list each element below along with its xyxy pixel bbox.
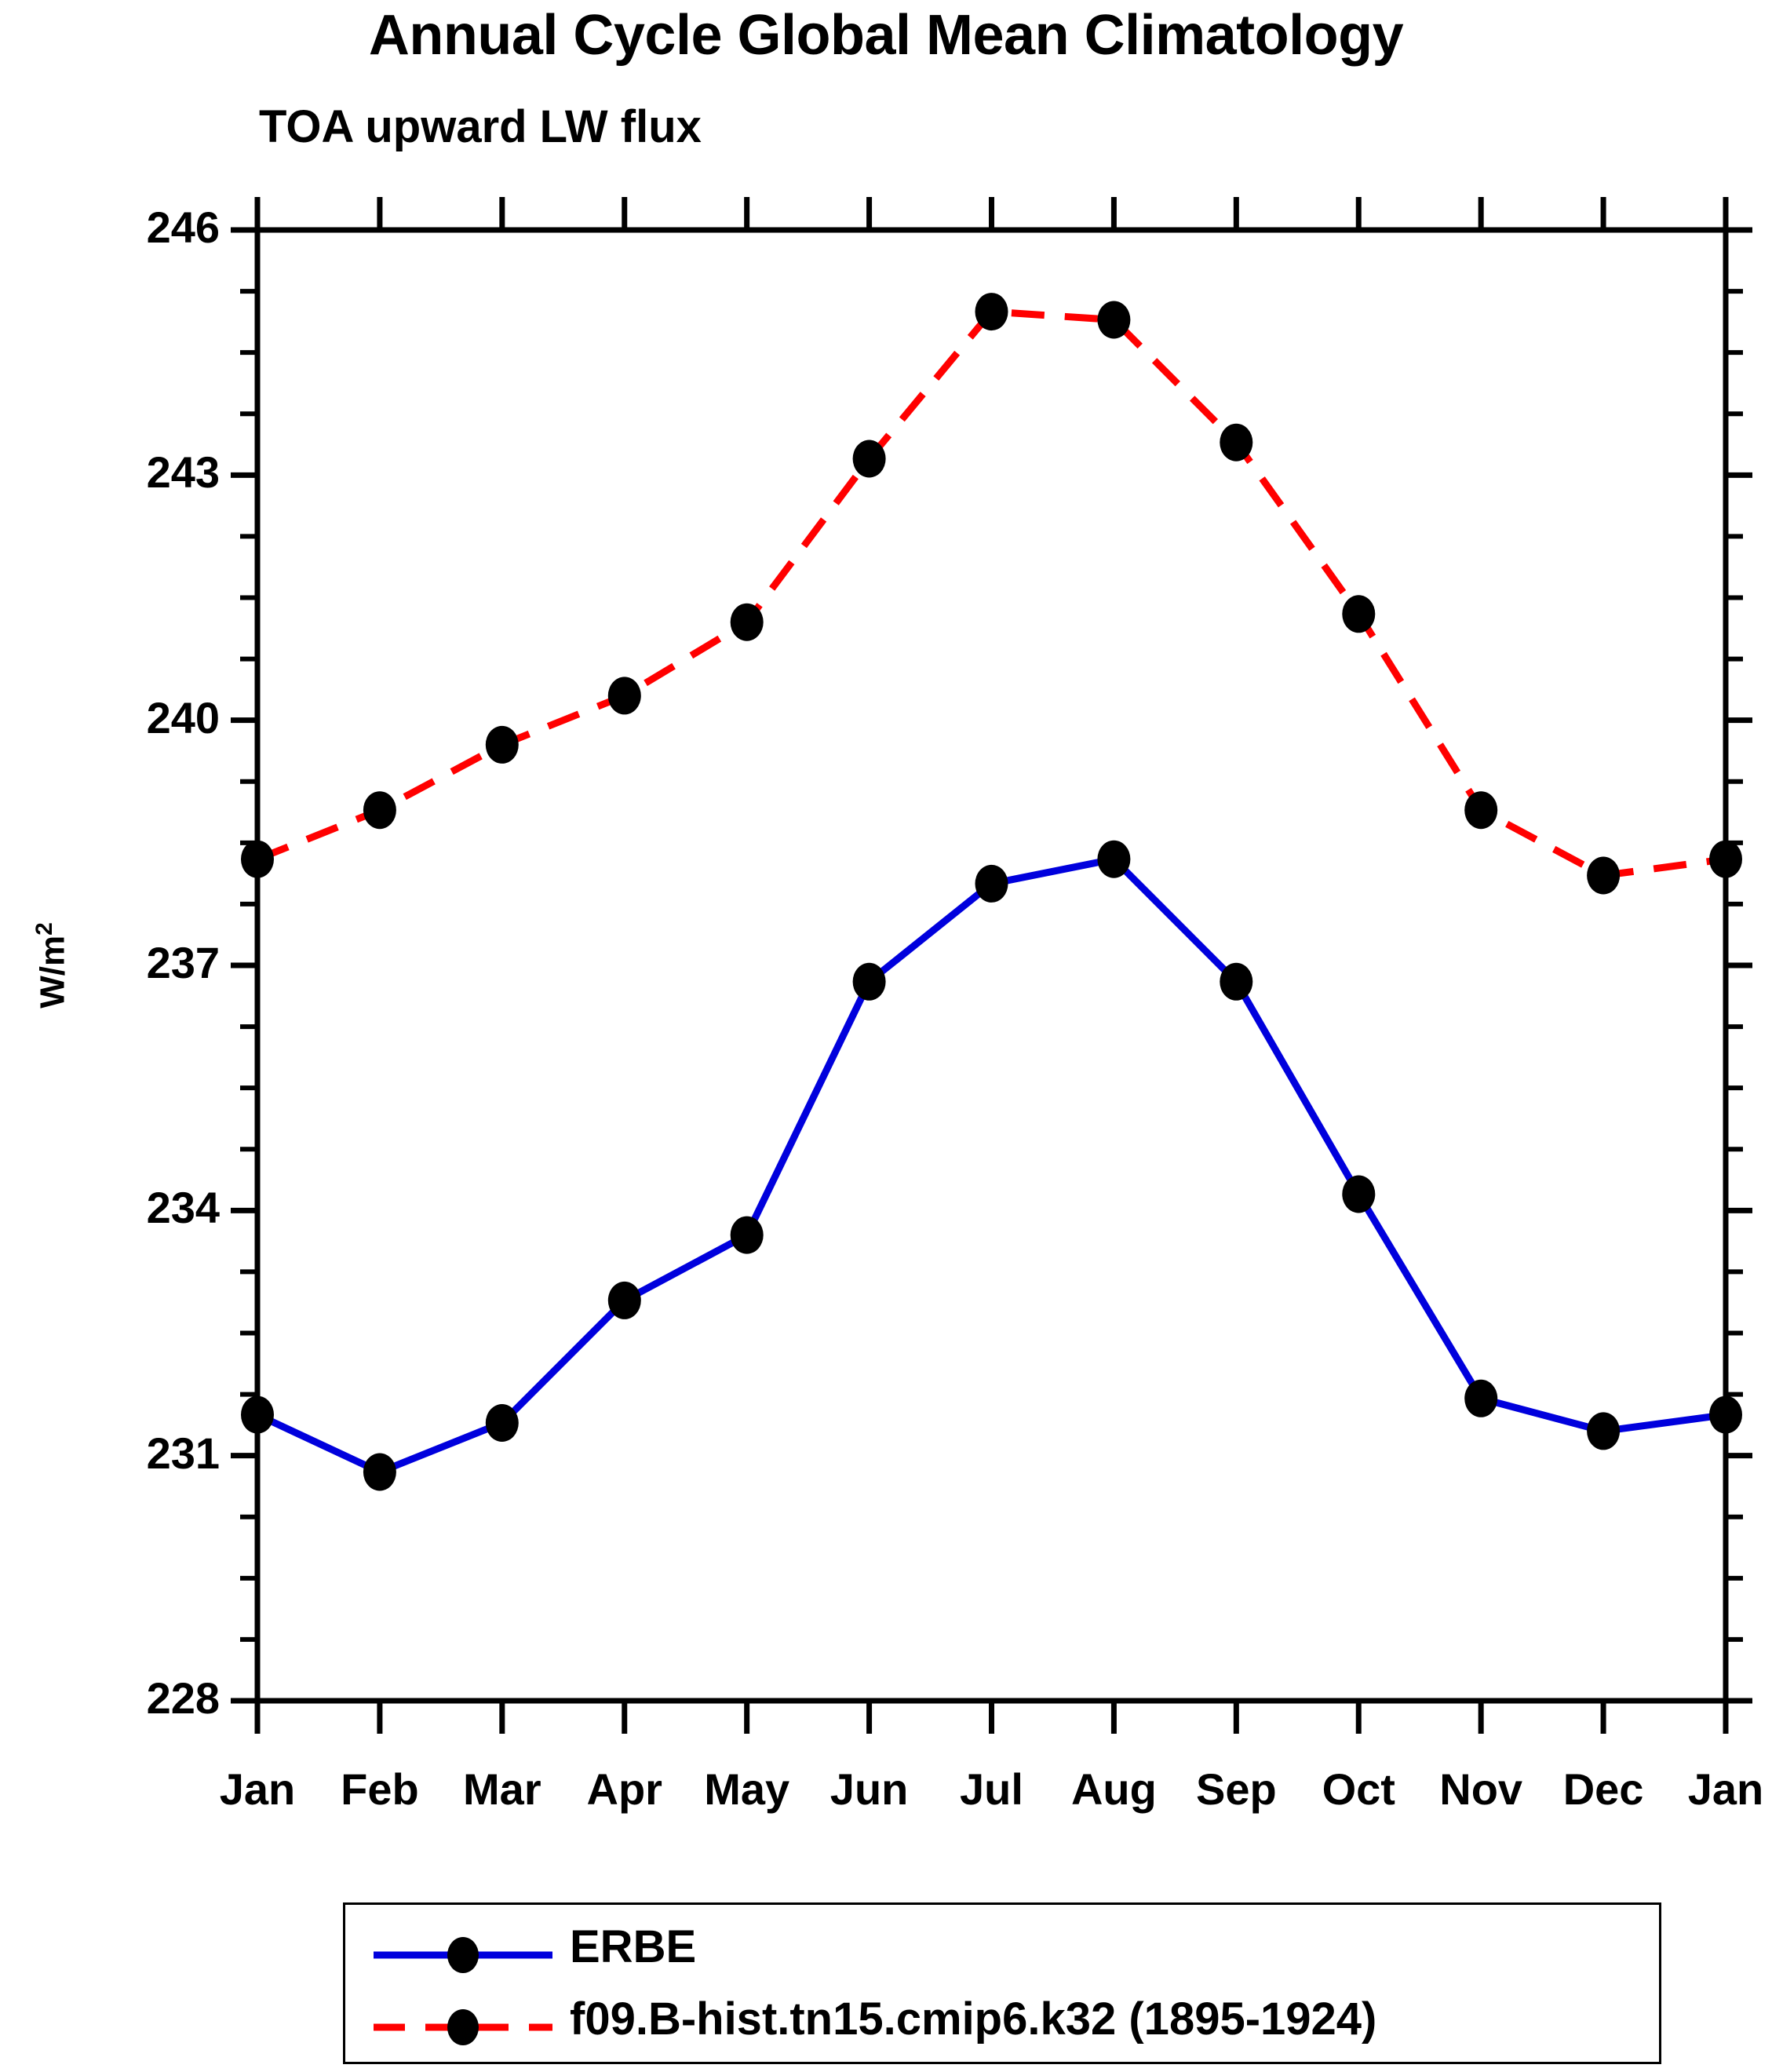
legend: ERBE f09.B-hist.tn15.cmip6.k32 (1895-1924…: [343, 1902, 1661, 2064]
data-point-marker: [1709, 840, 1742, 878]
x-axis-tick-label: Jan: [219, 1764, 296, 1814]
x-axis-tick-label: Apr: [586, 1764, 662, 1814]
y-axis-tick-label: 228: [146, 1673, 220, 1723]
y-axis-tick-label: 234: [146, 1183, 220, 1233]
y-axis-tick-label: 231: [146, 1428, 220, 1478]
legend-line-sample: [369, 1932, 557, 1973]
chart-subtitle: TOA upward LW flux: [259, 101, 702, 152]
data-point-marker: [1220, 962, 1253, 1001]
data-point-marker: [730, 603, 764, 641]
legend-sample-svg: [374, 2008, 552, 2045]
data-point-marker: [852, 440, 886, 478]
x-axis-tick-label: Feb: [341, 1764, 419, 1814]
y-axis-tick-label: 243: [146, 447, 220, 498]
data-point-marker: [363, 1453, 396, 1491]
legend-sample-svg: [374, 1936, 552, 1973]
x-axis-tick-label: Nov: [1439, 1764, 1523, 1814]
data-point-marker: [1097, 301, 1131, 339]
data-point-marker: [852, 962, 886, 1001]
data-point-marker: [1464, 1379, 1498, 1417]
series-line-1: [256, 855, 1726, 1476]
x-axis-tick-label: Jun: [829, 1764, 909, 1814]
data-point-marker: [1709, 1395, 1742, 1434]
data-point-marker: [1587, 1412, 1621, 1450]
x-axis-tick-label: Aug: [1070, 1764, 1157, 1814]
legend-item-1[interactable]: ERBE: [369, 1921, 696, 1973]
data-point-marker: [241, 1395, 274, 1434]
legend-item-2[interactable]: f09.B-hist.tn15.cmip6.k32 (1895-1924): [369, 1993, 1376, 2045]
legend-sample-marker: [447, 2008, 479, 2045]
data-point-marker: [241, 840, 274, 878]
data-point-marker: [975, 864, 1008, 903]
data-point-marker: [363, 791, 396, 830]
x-axis-tick-label: Jan: [1687, 1764, 1764, 1814]
data-point-marker: [607, 677, 641, 715]
legend-item-label: ERBE: [570, 1921, 697, 1972]
data-point-marker: [607, 1281, 641, 1319]
data-point-marker: [485, 1404, 519, 1442]
plot-frame: [254, 227, 1729, 1704]
y-axis-tick-label: 246: [146, 202, 220, 252]
data-point-marker: [1342, 1175, 1376, 1213]
data-point-marker: [730, 1216, 764, 1254]
data-point-marker: [1464, 791, 1498, 830]
legend-item-label: f09.B-hist.tn15.cmip6.k32 (1895-1924): [570, 1994, 1377, 2045]
chart-title: Annual Cycle Global Mean Climatology: [368, 4, 1404, 67]
data-point-marker: [1342, 595, 1376, 633]
data-point-marker: [485, 725, 519, 764]
x-axis-tick-label: Sep: [1195, 1764, 1277, 1814]
x-axis-tick-label: May: [704, 1764, 790, 1814]
legend-line-sample: [369, 2004, 557, 2045]
x-axis-tick-label: Jul: [960, 1764, 1023, 1814]
x-axis-tick-label: Oct: [1322, 1764, 1395, 1814]
data-point-marker: [1587, 856, 1621, 895]
data-point-marker: [1097, 840, 1131, 878]
series-line-2: [256, 308, 1726, 880]
legend-sample-marker: [447, 1936, 479, 1973]
data-point-marker: [975, 293, 1008, 331]
data-point-marker: [1220, 423, 1253, 461]
x-axis-tick-label: Dec: [1562, 1764, 1644, 1814]
y-axis-tick-label: 240: [146, 692, 220, 742]
x-axis-tick-label: Mar: [463, 1764, 541, 1814]
y-axis-tick-label: 237: [146, 938, 220, 987]
